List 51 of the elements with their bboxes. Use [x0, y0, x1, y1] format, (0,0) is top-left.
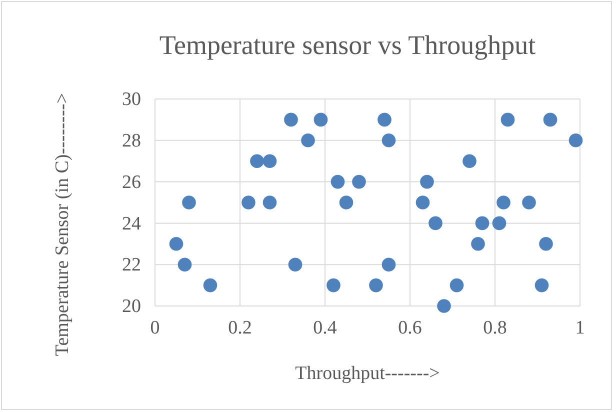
- point: [471, 237, 485, 251]
- point: [352, 174, 366, 189]
- y-tick-label: 30: [122, 89, 141, 110]
- point: [500, 112, 515, 127]
- point: [203, 278, 218, 292]
- point: [182, 196, 196, 210]
- x-tick-label: 1: [575, 317, 585, 338]
- y-tick-label: 24: [122, 213, 142, 234]
- point: [496, 196, 510, 210]
- point: [339, 196, 354, 210]
- point: [250, 154, 264, 168]
- point: [262, 154, 277, 168]
- x-tick-label: 0.4: [313, 317, 338, 338]
- point: [450, 278, 464, 292]
- point: [534, 278, 549, 292]
- point: [420, 174, 434, 189]
- point: [169, 237, 184, 251]
- point: [437, 299, 451, 313]
- y-tick-label: 20: [122, 296, 141, 318]
- point: [301, 134, 315, 148]
- point: [330, 174, 345, 189]
- y-tick-label: 26: [122, 172, 141, 193]
- point: [462, 154, 476, 168]
- point: [475, 216, 490, 230]
- point: [428, 216, 442, 230]
- point: [326, 278, 340, 292]
- point: [543, 112, 558, 127]
- point: [382, 258, 396, 272]
- y-tick-label: 22: [122, 254, 141, 276]
- x-tick-label: 0.8: [483, 317, 507, 338]
- point: [568, 134, 583, 148]
- y-tick-label: 28: [122, 130, 141, 152]
- point: [242, 196, 256, 210]
- x-tick-label: 0: [150, 317, 160, 338]
- x-axis-title: Throughput------->: [295, 363, 440, 384]
- chart-title: Temperature sensor vs Throughput: [159, 30, 536, 60]
- point: [262, 196, 277, 210]
- point: [382, 134, 396, 148]
- point: [378, 112, 392, 127]
- x-tick-label: 0.6: [398, 317, 422, 338]
- x-tick-label: 0.2: [228, 317, 252, 338]
- point: [369, 278, 383, 292]
- point: [522, 196, 536, 210]
- point: [539, 237, 553, 251]
- point: [288, 258, 302, 272]
- point: [284, 112, 298, 127]
- point: [314, 112, 328, 127]
- point: [492, 216, 506, 230]
- point: [178, 258, 192, 272]
- point: [416, 196, 430, 210]
- y-axis-title: Temperature Sensor (in C)-------->: [52, 92, 73, 356]
